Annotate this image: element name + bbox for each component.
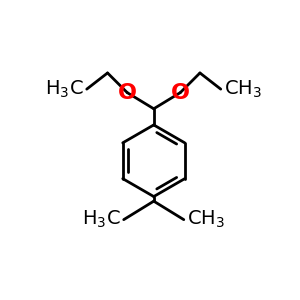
Text: O: O <box>171 82 190 103</box>
Text: CH$_3$: CH$_3$ <box>187 209 225 230</box>
Text: O: O <box>118 82 137 103</box>
Text: H$_3$C: H$_3$C <box>45 79 83 100</box>
Text: H$_3$C: H$_3$C <box>82 209 120 230</box>
Text: CH$_3$: CH$_3$ <box>224 79 262 100</box>
